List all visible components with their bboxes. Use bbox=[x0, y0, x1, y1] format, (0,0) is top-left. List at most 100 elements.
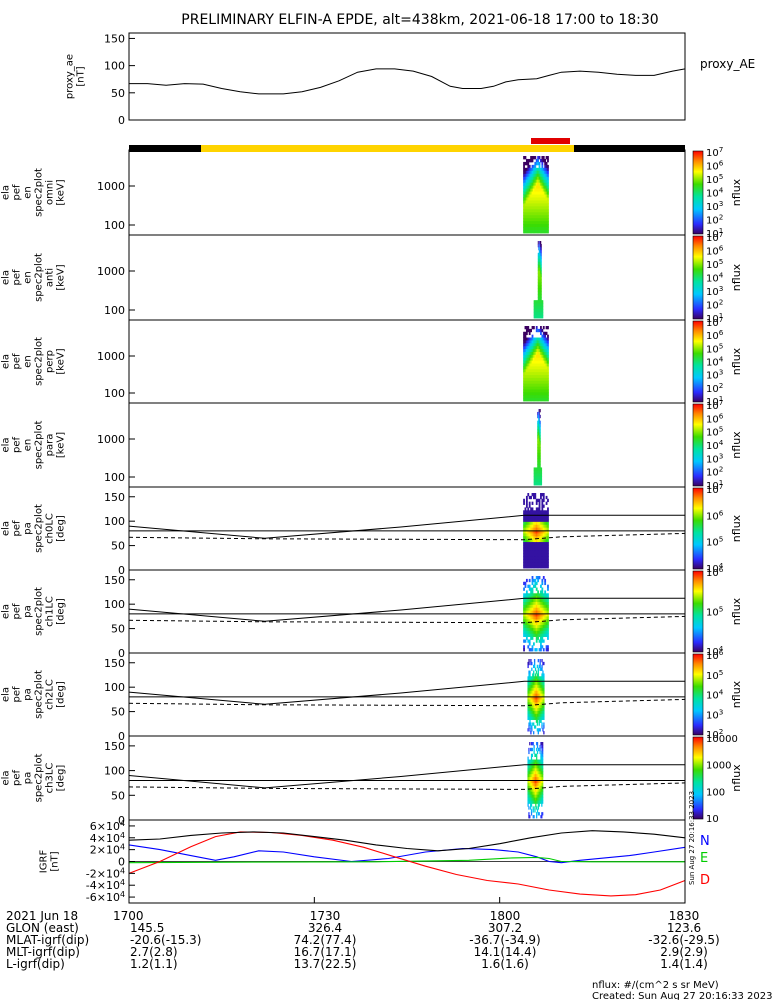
spectrogram-cell bbox=[531, 176, 534, 181]
spectrogram-cell bbox=[524, 215, 527, 219]
colorbar-tick: 105 bbox=[706, 172, 723, 187]
spectrogram-cell bbox=[537, 507, 540, 511]
spectrogram-cell bbox=[525, 369, 528, 373]
spectrogram-cell bbox=[545, 176, 548, 181]
spectrogram-cell bbox=[534, 667, 537, 671]
spectrogram-cell bbox=[538, 182, 541, 187]
spectrogram-cell bbox=[540, 246, 542, 251]
spectrogram-cell bbox=[528, 392, 531, 396]
spectrogram-cell bbox=[536, 780, 539, 784]
spectrogram-cell bbox=[536, 794, 538, 798]
spectrogram-cell bbox=[539, 449, 541, 454]
spectrogram-cell bbox=[524, 156, 527, 160]
spectrogram-cell bbox=[540, 185, 542, 189]
spectrogram-cell bbox=[539, 432, 541, 436]
spectrogram-cell bbox=[544, 372, 547, 376]
spectrogram-cell bbox=[534, 386, 537, 390]
spectrogram-cell bbox=[532, 191, 535, 195]
spectrogram-cell bbox=[530, 806, 532, 810]
ylabel-line: [deg] bbox=[56, 515, 67, 542]
spectrogram-cell bbox=[539, 441, 541, 445]
spectrogram-cell bbox=[528, 777, 530, 781]
spectrogram-cell bbox=[529, 719, 531, 723]
spectrogram-cell bbox=[525, 622, 528, 626]
spectrogram-cell bbox=[524, 221, 527, 225]
spectrogram-cell bbox=[525, 343, 528, 347]
spectrogram-cell bbox=[538, 728, 540, 732]
spectrogram-cell bbox=[537, 527, 540, 531]
spectrogram-cell bbox=[532, 774, 534, 778]
spectrogram-cell bbox=[532, 398, 535, 402]
spectrogram-cell bbox=[530, 774, 533, 778]
spectrogram-cell bbox=[535, 182, 538, 187]
spectrogram-cell bbox=[544, 627, 547, 632]
spectrogram-cell bbox=[532, 495, 535, 500]
spectrogram-cell bbox=[534, 533, 537, 537]
ytick-label: 0 bbox=[118, 564, 125, 577]
spectrogram-cell bbox=[541, 306, 543, 310]
spectrogram-cell bbox=[532, 759, 534, 763]
spectrogram-cell bbox=[529, 696, 531, 700]
spectrogram-cell bbox=[535, 576, 538, 580]
spectrogram-cell bbox=[530, 587, 532, 591]
spectrogram-cell bbox=[537, 194, 540, 198]
spectrogram-cell bbox=[534, 553, 537, 557]
spectrogram-cell bbox=[531, 559, 534, 563]
spectrogram-cell bbox=[531, 227, 534, 231]
spectrogram-cell bbox=[538, 354, 541, 359]
spectrogram-cell bbox=[545, 622, 548, 626]
spectrogram-cell bbox=[538, 452, 540, 457]
spectrogram-cell bbox=[538, 343, 541, 347]
spectrogram-cell bbox=[542, 604, 545, 609]
spectrogram-cell bbox=[531, 800, 534, 804]
spectrogram-cell bbox=[540, 249, 542, 254]
spectrogram-cell bbox=[530, 343, 532, 347]
spectrogram-cell bbox=[540, 375, 542, 379]
spectrogram-cell bbox=[527, 803, 529, 807]
spectrogram-cell bbox=[527, 601, 530, 606]
spectrogram-cell bbox=[523, 542, 525, 546]
spectrogram-cell bbox=[530, 559, 532, 563]
spectrogram-cell bbox=[531, 599, 534, 603]
spectrogram-cell bbox=[547, 167, 549, 172]
spectrogram-cell bbox=[537, 261, 539, 266]
ytick-label: -6×104 bbox=[86, 890, 125, 905]
colorbar bbox=[692, 570, 704, 653]
spectrogram-cell bbox=[533, 664, 535, 669]
spectrogram-cell bbox=[538, 349, 541, 353]
spectrogram-cell bbox=[539, 420, 541, 425]
spectrogram-cell bbox=[528, 349, 531, 353]
spectrogram-cell bbox=[547, 516, 549, 520]
spectrogram-cell bbox=[540, 768, 542, 772]
spectrogram-cell bbox=[540, 306, 542, 310]
spectrogram-cell bbox=[544, 215, 547, 219]
spectrogram-cell bbox=[535, 777, 537, 781]
spectrogram-cell bbox=[530, 375, 532, 379]
spectrogram-cell bbox=[532, 337, 535, 341]
spectrogram-cell bbox=[531, 501, 534, 505]
spectrogram-cell bbox=[524, 530, 527, 534]
panel-omni: ela pef en spec2plot omni [keV]10010001011021… bbox=[1, 145, 744, 241]
spectrogram-cell bbox=[530, 794, 532, 798]
spectrogram-cell bbox=[537, 173, 540, 178]
spectrogram-cell bbox=[538, 432, 539, 436]
spectrogram-cell bbox=[537, 562, 540, 566]
spectrogram-cell bbox=[536, 664, 539, 669]
spectrogram-cell bbox=[523, 619, 525, 623]
spectrogram-cell bbox=[534, 774, 536, 778]
spectrogram-cell bbox=[538, 191, 541, 195]
spectrogram-cell bbox=[541, 395, 544, 399]
spectrogram-cell bbox=[532, 684, 534, 689]
spectrogram-cell bbox=[531, 725, 533, 729]
spectrogram-cell bbox=[525, 360, 528, 364]
spectrogram-cell bbox=[523, 209, 525, 213]
spectrogram-cell bbox=[541, 791, 543, 796]
spectrogram-cell bbox=[538, 429, 540, 433]
spectrogram-cell bbox=[545, 553, 548, 557]
spectrogram-cell bbox=[535, 224, 538, 228]
spectrogram-cell bbox=[537, 768, 540, 772]
spectrogram-cell bbox=[531, 542, 534, 546]
spectrogram-cell bbox=[536, 791, 539, 796]
spectrogram-cell bbox=[539, 482, 541, 486]
spectrogram-cell bbox=[540, 291, 542, 295]
